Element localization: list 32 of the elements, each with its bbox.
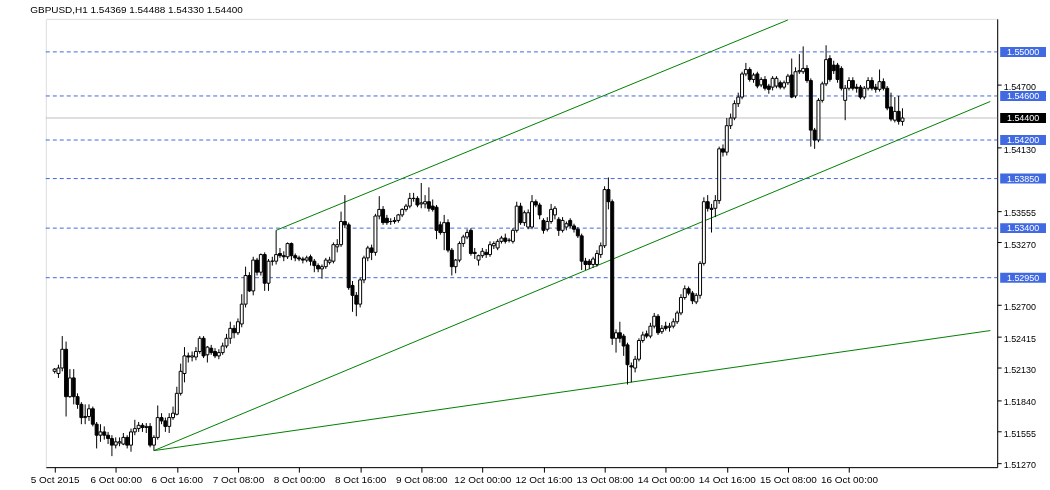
- ref-line-label: 1.54600: [1006, 90, 1040, 101]
- y-tick-label: 1.52700: [1003, 302, 1037, 313]
- y-tick-label: 1.51840: [1003, 397, 1037, 408]
- x-tick-label: 9 Oct 08:00: [396, 473, 448, 485]
- ref-line-label: 1.53850: [1006, 173, 1040, 184]
- y-tick-label: 1.54130: [1003, 144, 1037, 155]
- x-tick-label: 6 Oct 16:00: [151, 473, 204, 485]
- y-tick-label: 1.53270: [1003, 239, 1037, 250]
- y-tick-label: 1.51270: [1003, 459, 1037, 470]
- x-tick-label: 12 Oct 16:00: [515, 473, 573, 485]
- ref-line-label: 1.55000: [1006, 46, 1040, 57]
- x-tick-label: 5 Oct 2015: [30, 473, 80, 485]
- ref-line-label: 1.53400: [1006, 223, 1040, 234]
- y-tick-label: 1.52415: [1003, 333, 1037, 344]
- x-tick-label: 14 Oct 00:00: [637, 473, 696, 485]
- x-tick-label: 6 Oct 00:00: [90, 473, 143, 485]
- y-tick-label: 1.51555: [1003, 428, 1037, 439]
- ref-line-label: 1.52950: [1006, 272, 1040, 283]
- y-tick-label: 1.53555: [1003, 208, 1037, 219]
- x-tick-label: 7 Oct 08:00: [212, 473, 265, 485]
- y-tick-label: 1.54700: [1003, 82, 1037, 93]
- x-tick-label: 8 Oct 16:00: [334, 473, 387, 485]
- x-tick-label: 15 Oct 08:00: [759, 473, 818, 485]
- y-tick-label: 1.52130: [1003, 365, 1037, 376]
- x-tick-label: 8 Oct 00:00: [273, 473, 326, 485]
- ref-line-label: 1.54400: [1006, 112, 1040, 123]
- x-tick-label: 13 Oct 08:00: [576, 473, 635, 485]
- x-tick-label: 14 Oct 16:00: [698, 473, 757, 485]
- x-tick-label: 12 Oct 00:00: [454, 473, 512, 485]
- x-tick-label: 16 Oct 00:00: [821, 473, 879, 485]
- ref-line-label: 1.54200: [1006, 135, 1040, 146]
- chart-title: GBPUSD,H1 1.54369 1.54488 1.54330 1.54400: [30, 3, 244, 15]
